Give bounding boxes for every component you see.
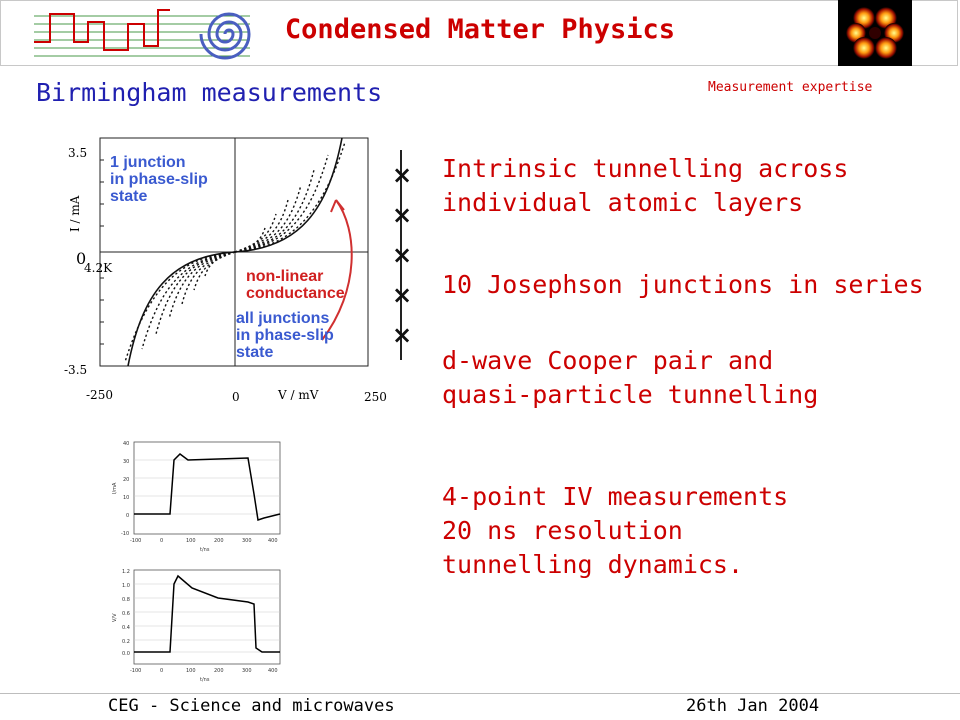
current-pulse-plot: 40 30 20 10 0 -10 -100 0 100 200 300 400… (112, 441, 281, 553)
junction-mark: × (392, 241, 413, 269)
iv-y-tick-zero: 0 (76, 249, 87, 268)
y-axis-label: I/mA (112, 482, 118, 494)
footer-divider (0, 693, 960, 694)
y-tick: -10 (121, 531, 129, 537)
annotation-all-junctions-line2: in phase-slip (236, 327, 334, 344)
voltage-pulse-plot: 1.2 1.0 0.8 0.6 0.4 0.2 0.0 -100 0 100 2… (112, 569, 281, 683)
x-tick: 100 (186, 668, 196, 674)
iv-y-tick-top: 3.5 (68, 146, 88, 160)
y-tick: 1.0 (122, 583, 130, 589)
y-tick: 20 (123, 477, 129, 483)
bullet-line: Intrinsic tunnelling across (442, 154, 849, 183)
bullet-d-wave: d-wave Cooper pair and quasi-particle tu… (442, 344, 818, 412)
annotation-one-junction: 1 junction in phase-slip state (110, 154, 208, 205)
header-bar (0, 0, 958, 66)
footer-left: CEG - Science and microwaves (108, 696, 395, 716)
slide-header-title: Condensed Matter Physics (284, 14, 676, 45)
bullet-measurements: 4-point IV measurements 20 ns resolution… (442, 480, 788, 582)
bullet-line: 4-point IV measurements (442, 482, 789, 511)
y-tick: 30 (123, 459, 129, 465)
x-axis-label: t/ns (200, 547, 210, 553)
x-tick: -100 (130, 668, 141, 674)
y-tick: 1.2 (122, 569, 130, 575)
heatmap-thumbnail (838, 0, 912, 66)
x-tick: 300 (242, 538, 252, 544)
slide-subtitle: Birmingham measurements (36, 78, 383, 107)
bullet-line: 20 ns resolution (442, 516, 683, 545)
x-tick: 200 (214, 538, 224, 544)
junction-mark: × (392, 161, 413, 189)
bullet-intrinsic-tunnelling: Intrinsic tunnelling across individual a… (442, 152, 848, 220)
corner-note: Measurement expertise (708, 80, 873, 95)
iv-x-tick-right: 250 (364, 390, 387, 404)
junction-stack: × × × × × (392, 155, 412, 355)
x-axis-label: t/ns (200, 677, 210, 683)
iv-x-tick-left: -250 (86, 388, 113, 402)
y-axis-label: V/V (112, 613, 118, 622)
annotation-all-junctions: all junctions in phase-slip state (236, 310, 334, 361)
x-tick: -100 (130, 538, 141, 544)
junction-mark: × (392, 201, 413, 229)
iv-y-tick-bottom: -3.5 (64, 363, 88, 377)
x-tick: 300 (242, 668, 252, 674)
iv-x-axis-label: V / mV (278, 388, 319, 402)
junction-mark: × (392, 321, 413, 349)
bullet-line: d-wave Cooper pair and (442, 346, 774, 375)
iv-x-tick-zero: 0 (232, 390, 240, 404)
y-tick: 0 (126, 513, 129, 519)
annotation-one-junction-line3: state (110, 188, 148, 205)
squarewave-logo (34, 9, 251, 60)
x-tick: 400 (268, 538, 278, 544)
y-tick: 0.6 (122, 611, 130, 617)
bullet-line: individual atomic layers (442, 188, 804, 217)
x-tick: 0 (160, 538, 163, 544)
x-tick: 400 (268, 668, 278, 674)
y-tick: 0.4 (122, 625, 130, 631)
y-tick: 40 (123, 441, 129, 447)
annotation-one-junction-line2: in phase-slip (110, 171, 208, 188)
junction-mark: × (392, 281, 413, 309)
y-tick: 0.2 (122, 639, 130, 645)
iv-y-axis-label: I / mA (68, 195, 82, 232)
junction-stack-line (400, 150, 402, 360)
footer-right: 26th Jan 2004 (686, 696, 820, 716)
bullet-line: quasi-particle tunnelling (442, 380, 819, 409)
annotation-nonlinear-line1: non-linear (246, 268, 324, 285)
annotation-all-junctions-line3: state (236, 344, 274, 361)
bullet-line: tunnelling dynamics. (442, 550, 744, 579)
iv-temperature-label: 4.2K (84, 261, 113, 275)
y-tick: 0.0 (122, 651, 130, 657)
y-tick: 0.8 (122, 597, 130, 603)
annotation-all-junctions-line1: all junctions (236, 310, 330, 327)
annotation-nonlinear-line2: conductance (246, 285, 345, 302)
bullet-josephson-junctions: 10 Josephson junctions in series (442, 270, 924, 299)
annotation-one-junction-line1: 1 junction (110, 154, 186, 171)
x-tick: 100 (186, 538, 196, 544)
iv-curve-figure (99, 137, 369, 367)
x-tick: 0 (160, 668, 163, 674)
annotation-nonlinear: non-linear conductance (246, 268, 345, 302)
y-tick: 10 (123, 495, 129, 501)
x-tick: 200 (214, 668, 224, 674)
